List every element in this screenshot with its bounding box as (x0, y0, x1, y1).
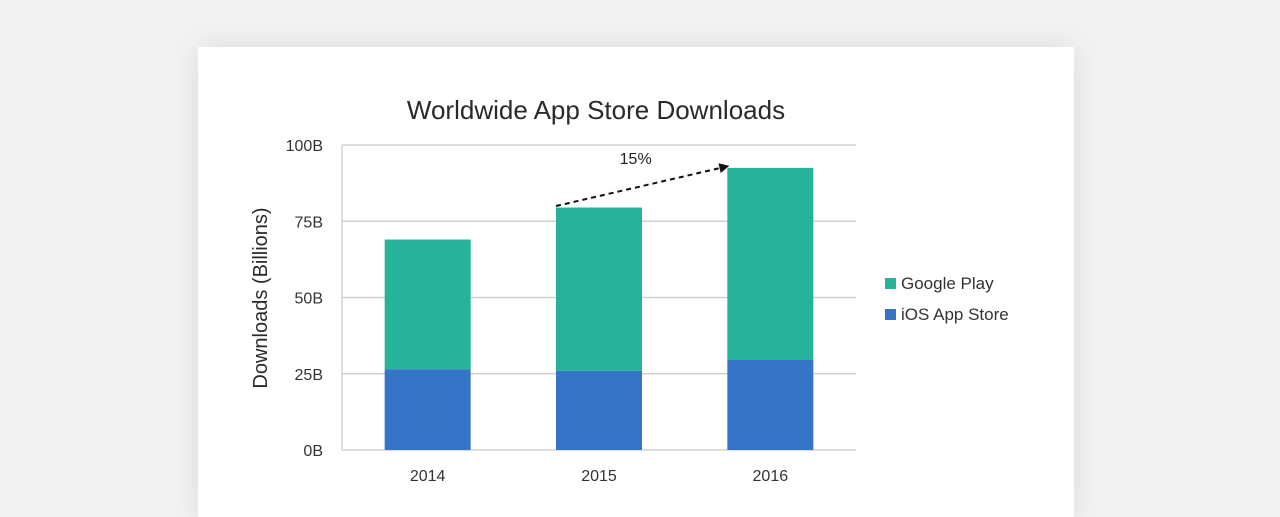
legend: Google Play iOS App Store (885, 274, 1009, 324)
bar-ios-app-store-2015 (556, 370, 642, 450)
axes: 0B 25B 50B 75B 100B 2014 2015 2016 (286, 138, 789, 485)
legend-swatch (885, 309, 896, 320)
annotations: 15% (555, 151, 730, 207)
y-axis-label: Downloads (Billions) (250, 207, 272, 388)
y-tick-label: 50B (295, 291, 323, 308)
x-tick-label: 2014 (410, 468, 446, 485)
x-tick-label: 2015 (581, 468, 617, 485)
legend-label: Google Play (901, 274, 994, 293)
y-tick-label: 0B (303, 443, 323, 460)
bar-ios-app-store-2014 (384, 369, 471, 450)
chart-title: Worldwide App Store Downloads (407, 95, 785, 125)
legend-label: iOS App Store (901, 305, 1009, 324)
bar-ios-app-store-2016 (727, 360, 814, 450)
chart: Worldwide App Store Downloads 0B 25B 50B 75… (250, 95, 1009, 485)
chart-card: Worldwide App Store Downloads 0B 25B 50B 75… (198, 47, 1074, 517)
growth-label: 15% (620, 151, 652, 168)
bar-google-play-2016 (727, 167, 814, 361)
y-tick-label: 25B (295, 367, 323, 384)
bar-google-play-2015 (556, 207, 642, 371)
x-tick-label: 2016 (753, 468, 789, 485)
bars (384, 167, 814, 450)
legend-swatch (885, 278, 896, 289)
y-tick-label: 75B (295, 214, 323, 231)
y-tick-label: 100B (286, 138, 323, 155)
bar-google-play-2014 (384, 239, 471, 370)
growth-arrow (555, 163, 730, 207)
